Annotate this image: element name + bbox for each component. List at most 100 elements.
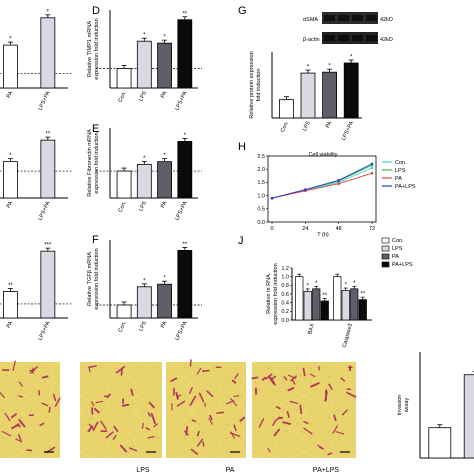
j-ytick-label-1: 0.2 [281, 309, 289, 315]
j-y-axis-label-line1: Relative m RNA [266, 274, 272, 314]
migrating-cell-1-7 [119, 444, 128, 453]
bar-g-3 [343, 62, 359, 119]
migrating-cell-1-21 [91, 401, 95, 407]
migrating-cell-1-3 [130, 388, 134, 396]
micrograph-label-pa: PA [226, 467, 235, 474]
micrograph-label-pa-lps: PA+LPS [313, 467, 339, 474]
migrating-cell-3-17 [271, 375, 277, 380]
y-axis-label-d-line2: expression fold induction [94, 18, 100, 80]
panel-letter-j: J [238, 235, 244, 247]
micrograph-1 [80, 362, 162, 458]
migrating-cell-0-17 [18, 419, 26, 428]
category-label-f-0: Con. [118, 320, 129, 333]
migrating-cell-0-13 [41, 402, 49, 407]
category-label-g-3: LPS+PA [341, 120, 355, 141]
migrating-cell-2-24 [176, 400, 186, 407]
j-ytick-label-5: 1.0 [281, 274, 289, 280]
migrating-cell-3-29 [267, 375, 275, 385]
h-line-series-1 [271, 164, 373, 199]
migrating-cell-3-20 [258, 418, 265, 428]
migrating-cell-0-18 [0, 391, 5, 399]
j-bar-1-2 [350, 288, 359, 321]
bar-f-2 [157, 283, 172, 319]
panel-letter-e: E [92, 123, 99, 135]
j-legend-swatch-2 [381, 253, 390, 260]
h-ytick-label-2: 1.0 [257, 193, 265, 199]
j-ytick-label-3: 0.6 [281, 292, 289, 298]
migrating-cell-2-11 [231, 379, 237, 384]
migrating-cell-0-25 [18, 381, 24, 387]
y-axis-label-f-line2: expression fold induction [94, 248, 100, 310]
category-label-b-1: LPS+PA [38, 200, 52, 221]
migrating-cell-3-40 [332, 425, 339, 434]
sig-mark-a-1: * [47, 9, 50, 15]
j-sig-0-1: * [307, 283, 310, 289]
sig-mark-d-3: ** [182, 11, 187, 17]
migrating-cell-3-14 [335, 431, 345, 435]
j-ytick-label-0: 0.0 [281, 318, 289, 324]
bar-f-1 [136, 286, 152, 319]
migrating-cell-2-19 [198, 392, 205, 403]
bar-k-0 [428, 427, 452, 459]
migrating-cell-1-25 [147, 435, 155, 439]
bar-c-0 [3, 291, 18, 319]
migrating-cell-3-33 [341, 409, 348, 416]
j-legend-label-3: PA+LPS [392, 262, 413, 268]
blot-band-asma [322, 12, 378, 24]
category-label-e-0: Con. [118, 200, 129, 213]
migrating-cell-1-18 [147, 412, 151, 417]
migrating-cell-3-12 [328, 383, 333, 390]
y-axis-label-d-line1: Relative TIMP1 mRNA [87, 21, 93, 77]
migrating-cell-3-6 [346, 391, 357, 398]
migrating-cell-0-10 [39, 422, 45, 427]
category-label-b-0: PA [6, 200, 15, 209]
micrograph-layer [0, 359, 357, 458]
blot-lane-asma-3 [366, 15, 377, 21]
h-xtick-label-0: 0 [270, 226, 273, 232]
blot-lane-bactin-0 [324, 35, 335, 41]
h-xtick-label-2: 48 [336, 226, 342, 232]
panel-letter-d: D [92, 5, 100, 17]
bar-d-1 [136, 40, 152, 89]
category-label-a-1: LPS+PA [38, 90, 52, 111]
bar-b-0 [3, 161, 18, 199]
sig-mark-f-2: * [163, 276, 166, 282]
migrating-cell-1-11 [105, 431, 114, 439]
category-label-c-1: LPS+PA [38, 320, 52, 341]
migrating-cell-3-21 [303, 420, 309, 425]
j-legend-label-0: Con. [392, 238, 404, 244]
h-ytick-label-4: 2.0 [257, 167, 265, 173]
blot-lane-bactin-1 [338, 35, 349, 41]
migrating-cell-2-3 [230, 398, 238, 407]
j-sig-1-3: ** [360, 292, 365, 298]
text-layer: D E F G H J LPS PA PA+LPS αSMA β-actin 4… [92, 5, 393, 474]
j-bar-0-0 [295, 276, 304, 321]
migrating-cell-3-4 [309, 373, 316, 378]
bar-g-2 [322, 71, 338, 119]
bar-e-3 [177, 141, 193, 199]
migrating-cell-3-32 [274, 417, 280, 422]
category-label-a-0: PA [6, 90, 15, 99]
migrating-cell-3-1 [261, 376, 266, 381]
bar-d-3 [177, 19, 193, 89]
y-axis-label-g-line1: Relative protein expression [249, 51, 255, 118]
migrating-cell-2-5 [189, 395, 197, 406]
h-xlabel: T (h) [317, 232, 329, 238]
migrating-cell-3-5 [302, 367, 306, 377]
blot-label-asma: αSMA [303, 17, 318, 23]
j-legend-swatch-1 [381, 245, 390, 252]
migrating-cell-2-27 [226, 400, 235, 405]
h-point-0-3 [370, 166, 374, 170]
migrating-cell-0-21 [11, 423, 20, 430]
migrating-cell-3-37 [267, 447, 271, 453]
migrating-cell-1-13 [153, 423, 158, 428]
h-point-3-3 [370, 162, 374, 166]
y-axis-label-e-line2: expression fold induction [94, 132, 100, 194]
j-sig-0-3: ** [322, 293, 327, 299]
h-point-3-0 [270, 196, 274, 200]
migrating-cell-3-7 [251, 376, 259, 380]
migrating-cell-1-17 [112, 435, 117, 440]
migrating-cell-2-30 [196, 430, 200, 437]
migrating-cell-1-26 [88, 423, 95, 431]
migrating-cell-3-15 [327, 452, 333, 456]
